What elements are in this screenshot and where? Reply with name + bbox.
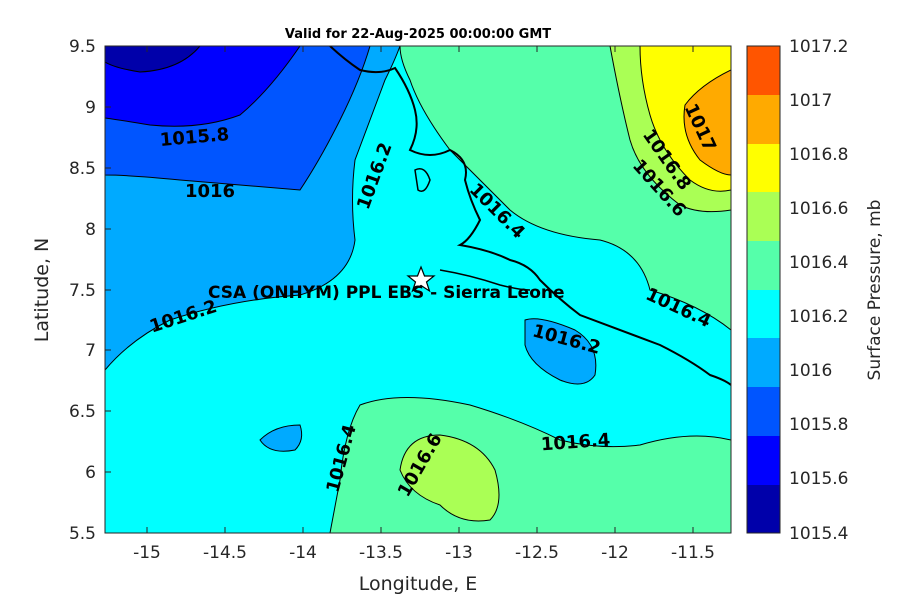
colorbar-frame [746,45,781,534]
x-tick-label: -12 [601,543,629,563]
colorbar-tick-label: 1016.8 [789,145,848,165]
colorbar-tick-label: 1016.2 [789,307,848,327]
y-tick-label: 9 [85,98,96,118]
colorbar-swatch [747,436,780,485]
colorbar-tick-label: 1017.2 [789,37,848,57]
colorbar-swatch [747,144,780,192]
colorbar-tick-label: 1017 [789,91,832,111]
colorbar-swatch [747,290,780,338]
band-1016-0-blob [524,318,597,385]
band-1016-6-s [399,434,500,522]
site-label: CSA (ONHYM) PPL EBS - Sierra Leone [208,283,565,303]
colorbar-tick-label: 1016 [789,361,832,381]
colorbar-swatch [747,485,780,533]
colorbar-swatch [747,192,780,241]
colorbar-swatch [747,387,780,436]
colorbar-swatch [747,241,780,290]
chart-title: Valid for 22-Aug-2025 00:00:00 GMT [285,27,551,42]
colorbar-tick-label: 1015.4 [789,524,848,544]
contour-label: 1016 [185,181,235,202]
band-1016-0-blob2 [259,424,303,452]
x-tick-label: -14.5 [203,543,247,563]
coastline [329,46,731,386]
y-tick-label: 9.5 [69,37,96,57]
y-axis-label: Latitude, N [31,238,53,343]
band-1015-4 [105,46,201,73]
coastline-island [414,168,431,192]
contour-fill [105,46,731,533]
x-tick-label: -12.5 [515,543,559,563]
colorbar-swatch [747,338,780,387]
colorbar-tick-label: 1016.4 [789,253,848,273]
x-axis-label: Longitude, E [359,573,478,595]
y-tick-label: 5.5 [69,524,96,544]
x-tick-label: -11.5 [671,543,715,563]
band-1017 [683,69,731,176]
colorbar-tick-label: 1015.8 [789,415,848,435]
site-star-icon [406,265,436,293]
colorbar-swatch [747,46,780,95]
y-tick-label: 6 [85,463,96,483]
y-tick-label: 7.5 [69,281,96,301]
x-tick-label: -13.5 [359,543,403,563]
y-tick-label: 6.5 [69,402,96,422]
colorbar-tick-label: 1015.6 [789,469,848,489]
x-tick-label: -15 [133,543,161,563]
colorbar-swatch [747,95,780,144]
y-tick-label: 7 [85,341,96,361]
coastline-inlet [439,269,531,291]
colorbar: 1017.2 1017 1016.8 1016.6 1016.4 1016.2 … [746,37,885,544]
x-axis: -15 -14.5 -14 -13.5 -13 -12.5 -12 -11.5 … [133,46,715,595]
colorbar-label: Surface Pressure, mb [865,200,885,381]
colorbar-tick-label: 1016.6 [789,199,848,219]
y-tick-label: 8.5 [69,159,96,179]
x-tick-label: -14 [289,543,317,563]
y-tick-label: 8 [85,220,96,240]
x-tick-label: -13 [445,543,473,563]
contour-label: 1016.4 [540,430,611,456]
y-axis: 9.5 9 8.5 8 7.5 7 6.5 6 5.5 Latitude, N [31,37,111,544]
